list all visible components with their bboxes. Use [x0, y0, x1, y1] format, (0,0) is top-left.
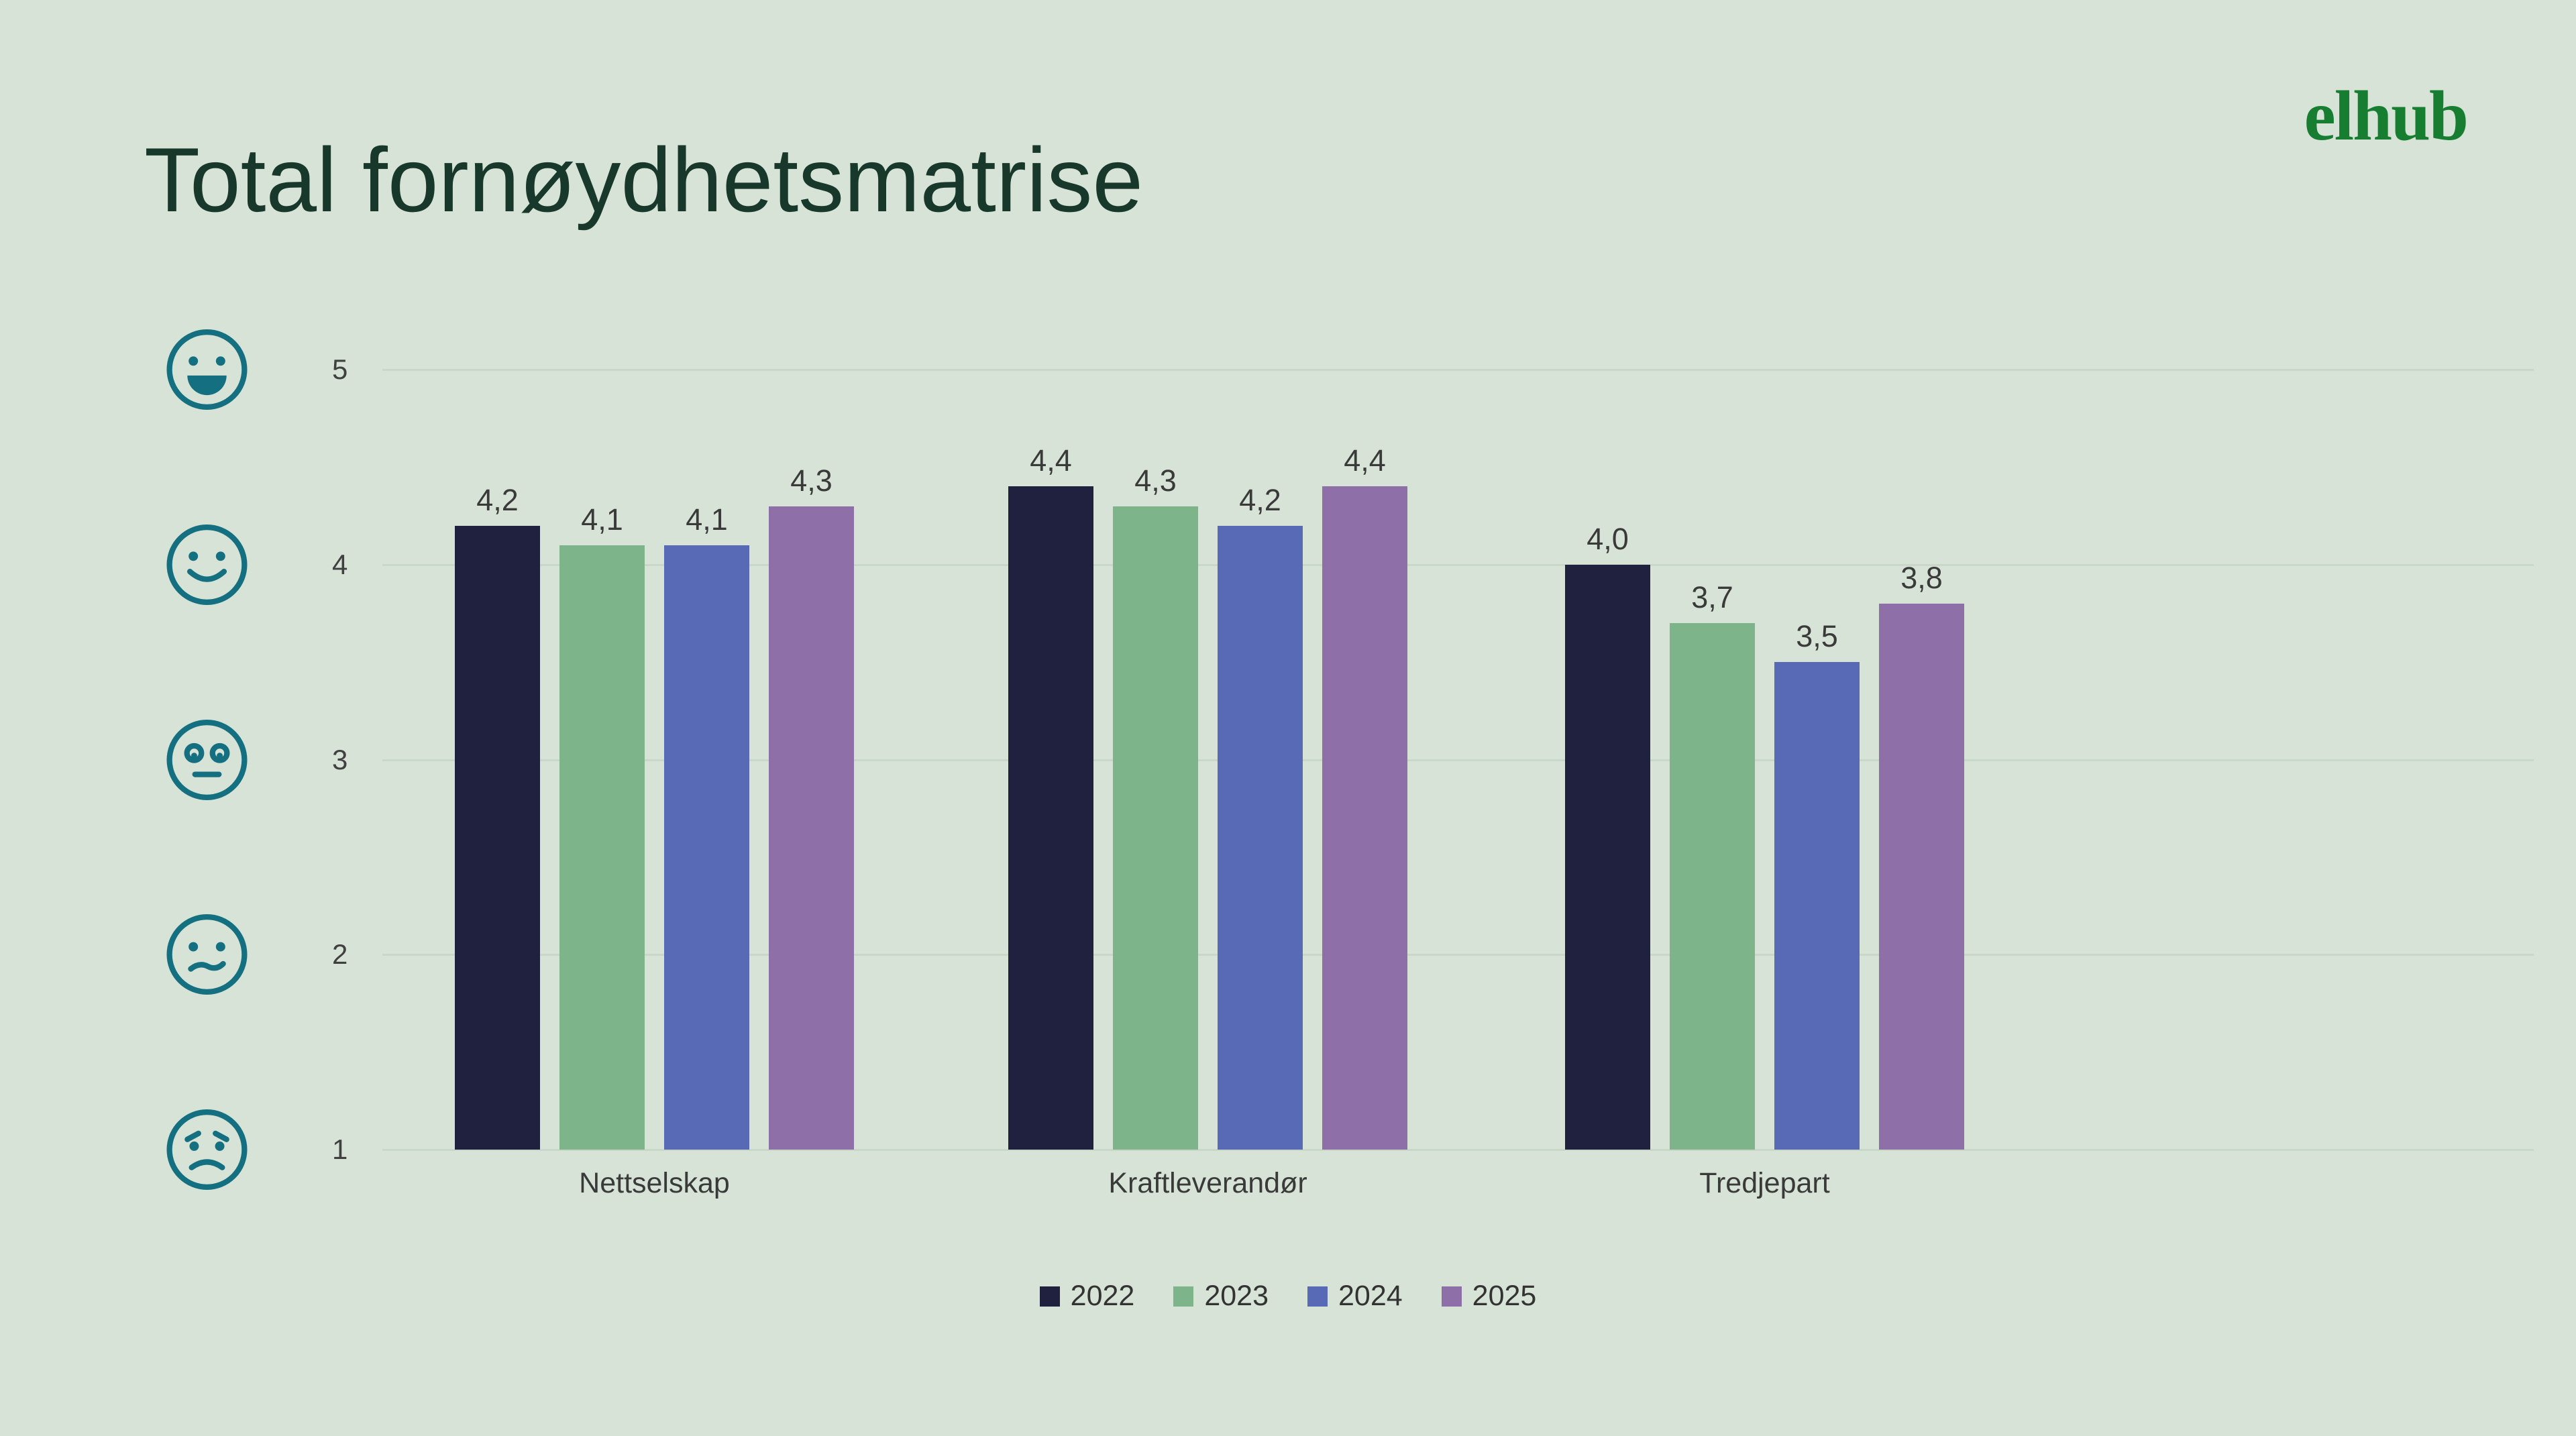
legend-label: 2023: [1204, 1280, 1269, 1312]
worried-face-icon: [164, 1107, 250, 1193]
y-tick-4: 4: [332, 548, 348, 580]
bar-group-kraftleverandør: 4,4 4,3 4,2 4,4 Kraftleverandør: [1008, 370, 1407, 1199]
bar-value-label: 4,3: [1134, 463, 1177, 498]
chart-title: Total fornøydhetsmatrise: [144, 129, 1144, 231]
bar-2024-nettselskap: 4,1: [664, 502, 749, 1150]
bar-value-label: 4,2: [476, 483, 519, 517]
y-tick-2: 2: [332, 938, 348, 971]
unhappy-face-icon: [164, 912, 250, 997]
category-label-nettselskap: Nettselskap: [579, 1167, 730, 1199]
bar-2025-kraftleverandør: 4,4: [1322, 443, 1407, 1150]
legend-item-2025: 2025: [1441, 1280, 1537, 1313]
y-tick-1: 1: [332, 1134, 348, 1165]
legend-swatch: [1173, 1286, 1194, 1307]
legend: 2022 2023 2024 2025: [0, 1280, 2576, 1313]
gridline: [382, 954, 2534, 956]
bar-value-label: 4,4: [1344, 443, 1386, 478]
elhub-logo: elhub: [2304, 76, 2469, 155]
bar-value-label: 4,1: [581, 502, 623, 537]
bar-group-nettselskap: 4,2 4,1 4,1 4,3 Nettselskap: [455, 370, 854, 1199]
gridline: [382, 759, 2534, 761]
legend-item-2022: 2022: [1039, 1280, 1135, 1313]
happy-face-icon: [164, 522, 250, 607]
bar-2022-tredjepart: 4,0: [1565, 522, 1650, 1150]
bar-2023-nettselskap: 4,1: [559, 502, 645, 1150]
neutral-face-icon: [164, 717, 250, 802]
legend-swatch: [1441, 1286, 1462, 1307]
gridline: [382, 563, 2534, 566]
legend-label: 2024: [1338, 1280, 1403, 1312]
bar-value-label: 3,7: [1691, 580, 1733, 614]
bar-2024-kraftleverandør: 4,2: [1218, 483, 1303, 1150]
bar-value-label: 3,8: [1900, 561, 1943, 595]
y-axis: 5 4 3 2 1: [332, 353, 386, 1165]
bar-2025-nettselskap: 4,3: [769, 463, 854, 1150]
legend-label: 2022: [1070, 1280, 1135, 1312]
gridline: [382, 1149, 2534, 1151]
bar-value-label: 4,3: [790, 463, 833, 498]
y-tick-3: 3: [332, 743, 348, 775]
very-happy-face-icon: [164, 327, 250, 412]
bar-2023-kraftleverandør: 4,3: [1113, 463, 1198, 1150]
bar-value-label: 4,2: [1239, 483, 1281, 517]
bar-2023-tredjepart: 3,7: [1670, 580, 1755, 1150]
plot-area: 4,2 4,1 4,1 4,3 Nettselskap 4,4 4,3 4,2 4,4 Kraft…: [382, 369, 2534, 1199]
bar-value-label: 4,4: [1030, 443, 1072, 478]
bar-value-label: 4,0: [1587, 522, 1629, 556]
bar-value-label: 4,1: [686, 502, 728, 537]
category-label-kraftleverandør: Kraftleverandør: [1108, 1167, 1307, 1199]
y-tick-5: 5: [332, 353, 348, 385]
bar-2024-tredjepart: 3,5: [1774, 619, 1860, 1150]
legend-swatch: [1039, 1286, 1060, 1307]
bar-2025-tredjepart: 3,8: [1879, 561, 1964, 1150]
bar-group-tredjepart: 4,0 3,7 3,5 3,8 Tredjepart: [1565, 370, 1964, 1199]
bar-2022-nettselskap: 4,2: [455, 483, 540, 1150]
bar-2022-kraftleverandør: 4,4: [1008, 443, 1093, 1150]
bar-value-label: 3,5: [1796, 619, 1838, 653]
legend-label: 2025: [1472, 1280, 1537, 1312]
legend-item-2023: 2023: [1173, 1280, 1269, 1313]
legend-item-2024: 2024: [1307, 1280, 1403, 1313]
legend-swatch: [1307, 1286, 1328, 1307]
gridline: [382, 369, 2534, 371]
emoji-scale: [164, 329, 250, 1191]
category-label-tredjepart: Tredjepart: [1699, 1167, 1830, 1199]
